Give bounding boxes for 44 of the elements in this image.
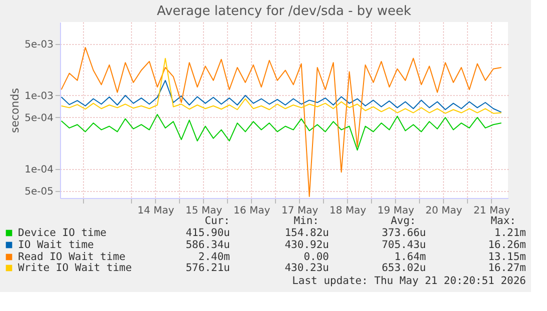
text: 415.90u (186, 227, 230, 239)
x-tick-label: 16 May (234, 206, 270, 216)
text: 154.82u (284, 227, 329, 239)
y-tick-label: 5e-05 (24, 186, 54, 198)
text: 705.43u (382, 239, 426, 251)
y-tick-label: 5e-03 (24, 40, 54, 51)
text: 576.21u (186, 262, 230, 274)
line-series (60, 58, 502, 114)
text: Cur: (204, 215, 230, 227)
x-tick-label: 15 May (186, 206, 222, 216)
x-tick-label: 20 May (426, 206, 462, 216)
x-tick-label: 18 May (330, 206, 366, 216)
line-series (60, 114, 502, 151)
text: 373.66u (382, 227, 426, 239)
text: 586.34u (186, 239, 230, 251)
x-tick-label: 19 May (378, 206, 414, 216)
line-series (60, 80, 502, 113)
text: 13.15m (488, 251, 526, 263)
text: 0.00 (304, 251, 329, 263)
text: Max: (490, 215, 516, 227)
chart-title: Average latency for /dev/sda - by week (156, 4, 412, 19)
line-series (60, 46, 502, 197)
text: 430.23u (284, 262, 329, 274)
text: 2.40m (198, 251, 230, 263)
text: 430.92u (284, 239, 329, 251)
text: 16.26m (488, 239, 526, 251)
text: Min: (294, 215, 319, 227)
text: 1.21m (494, 227, 526, 239)
text: Avg: (390, 215, 416, 227)
text: 16.27m (488, 262, 526, 274)
x-tick-label: 21 May (474, 206, 510, 216)
legend-label: Write IO Wait time (18, 262, 132, 274)
text: 1.64m (394, 251, 426, 263)
y-tick-label: 5e-04 (24, 112, 54, 124)
legend-label: Read IO Wait time (18, 251, 126, 263)
x-tick-label: 14 May (138, 206, 174, 216)
legend-label: Device IO time (18, 227, 107, 239)
text: 653.02u (382, 262, 426, 274)
text: Last update: Thu May 21 20:20:51 2026 (292, 275, 526, 287)
y-axis-title: seconds (8, 88, 22, 133)
legend-label: IO Wait time (18, 239, 94, 251)
y-tick-label: 1e-03 (24, 90, 54, 102)
x-tick-label: 17 May (282, 206, 318, 216)
y-tick-label: 1e-04 (24, 164, 54, 176)
